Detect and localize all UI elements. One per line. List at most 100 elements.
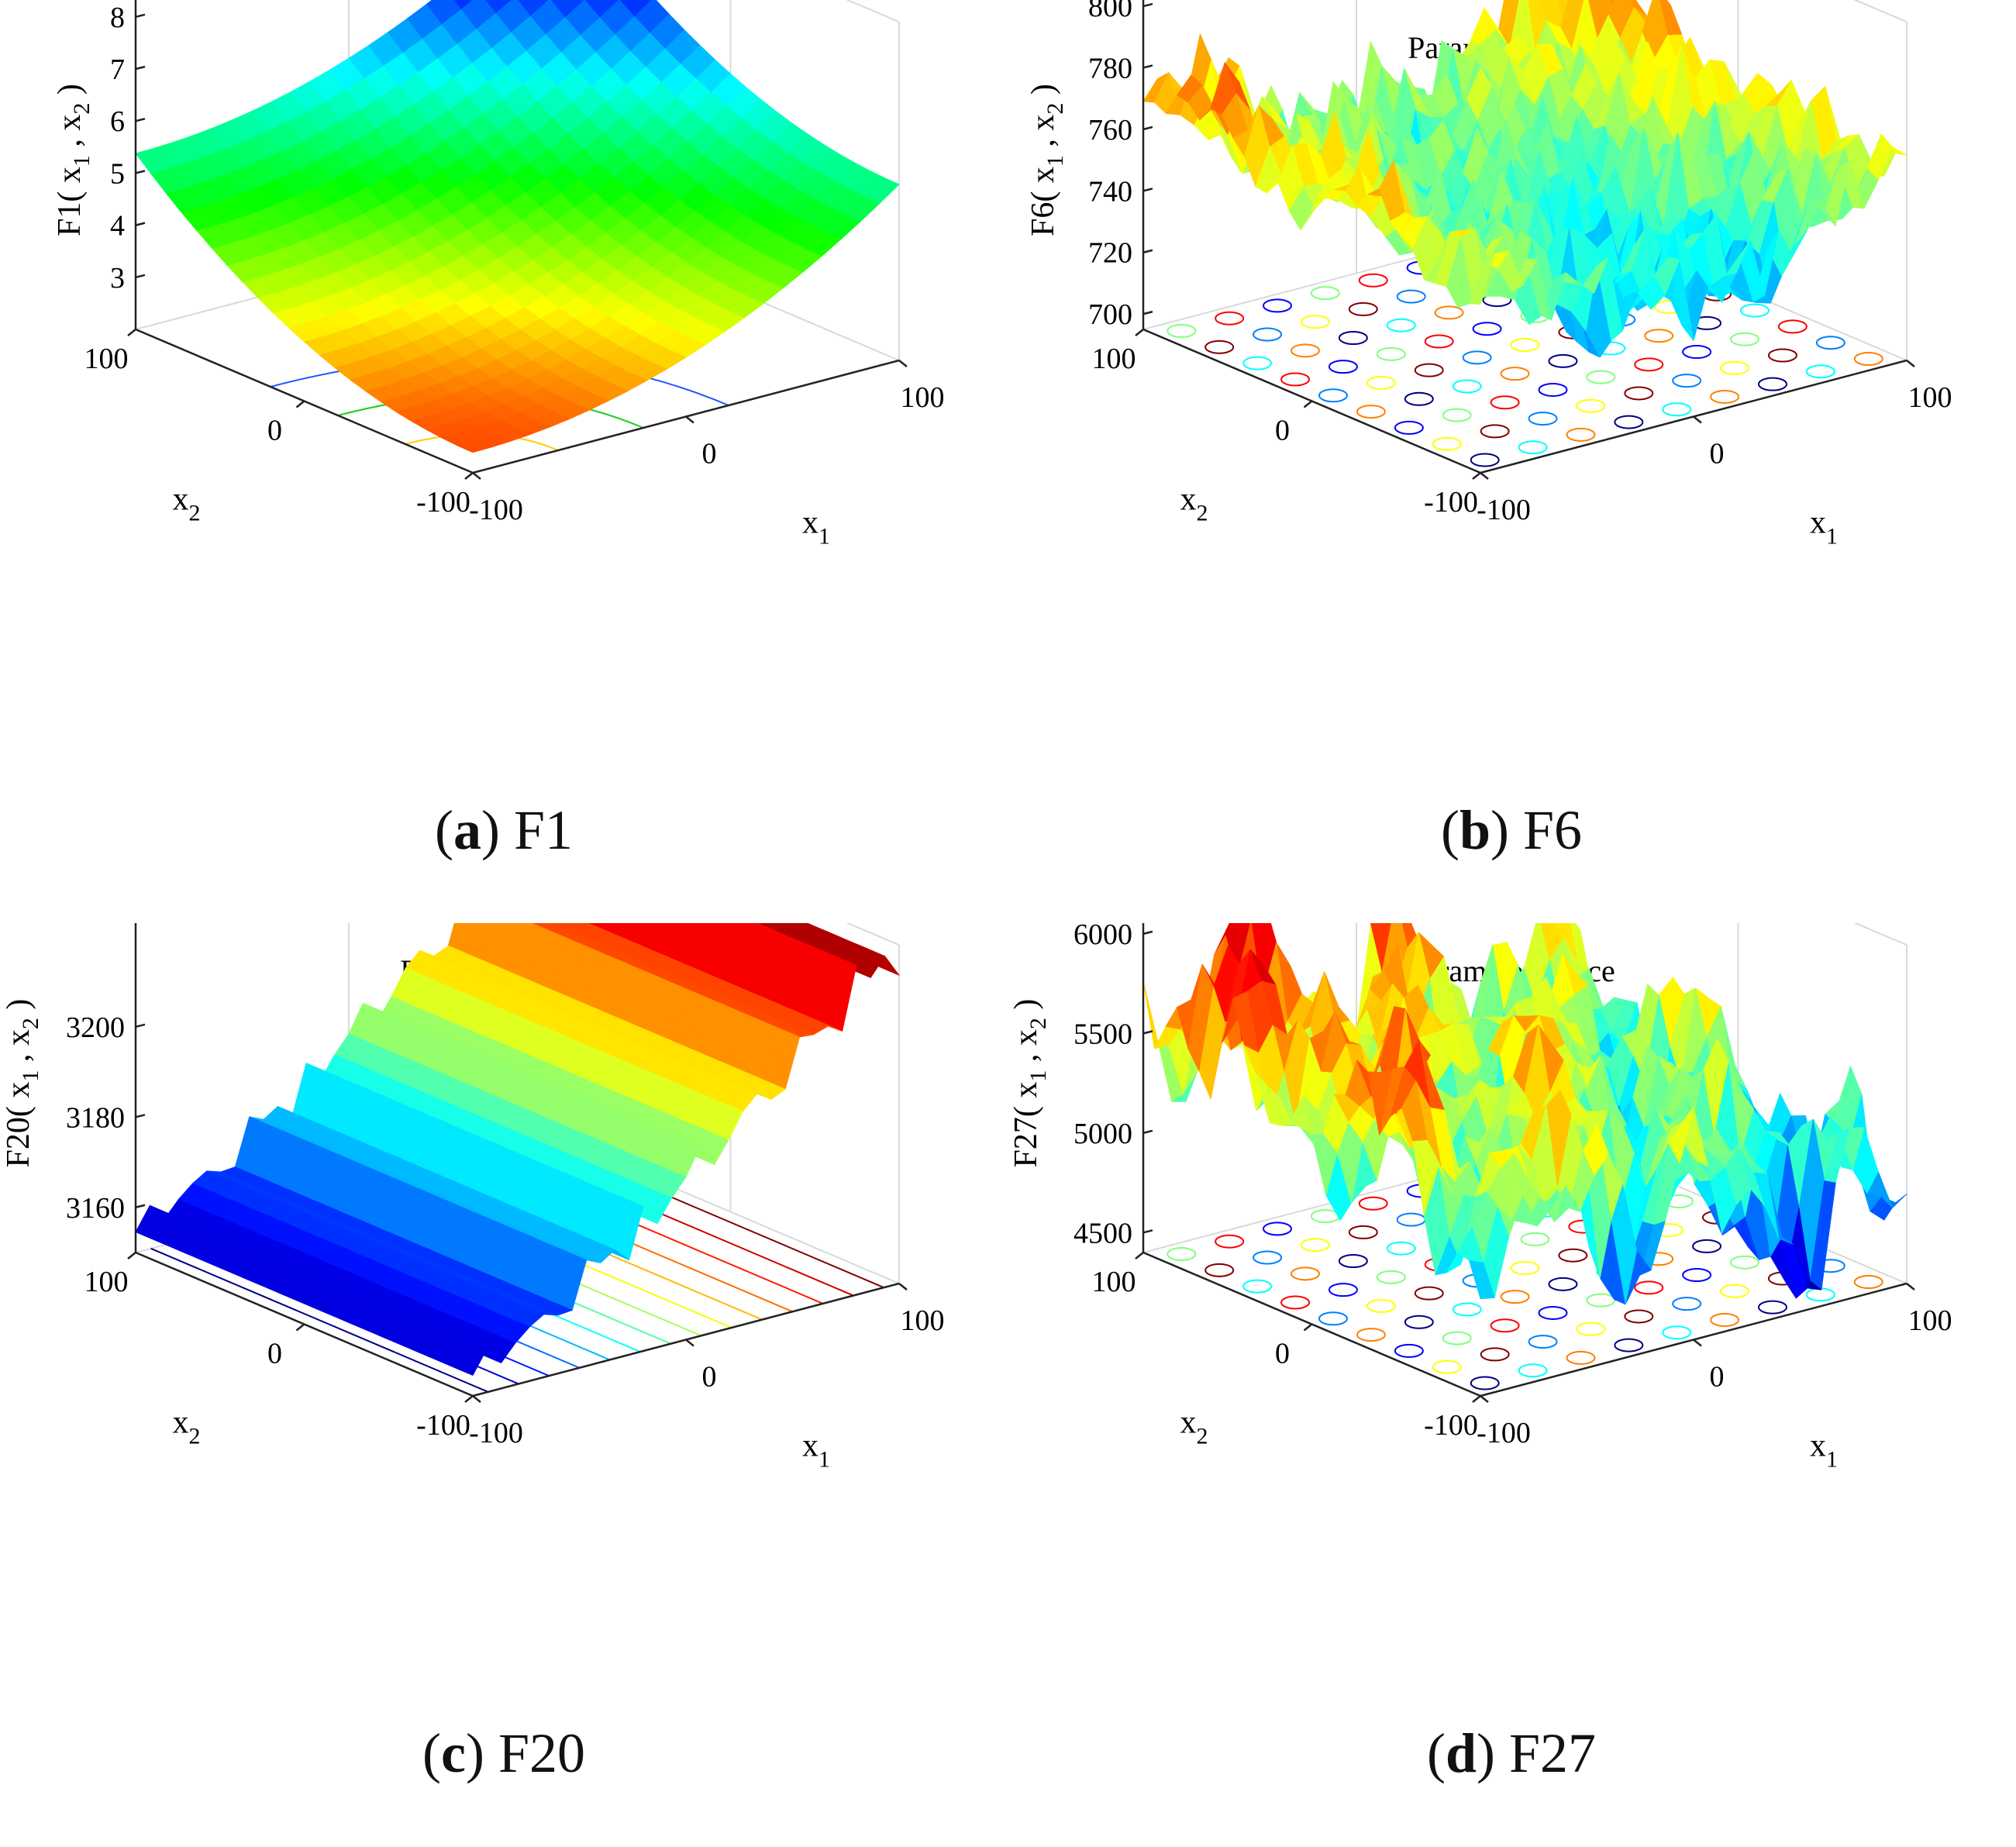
caption-c: (c) F20 [422, 1722, 585, 1784]
x-tick-label: 0 [1710, 1361, 1725, 1394]
y-axis-label: x2 [1180, 482, 1208, 526]
y-tick [1472, 1395, 1481, 1403]
caption-letter: a [453, 799, 481, 861]
contour-ring [1672, 1297, 1702, 1311]
contour-ring [1692, 1239, 1722, 1253]
x-tick-label: 0 [1710, 438, 1725, 470]
x-axis-label: x1 [1810, 1428, 1838, 1473]
x-tick [1480, 472, 1489, 480]
contour-ring [1614, 415, 1644, 429]
contour-ring [1682, 1268, 1712, 1282]
x-axis-label-sub: 1 [1826, 524, 1838, 550]
y-tick [295, 400, 305, 408]
caption-letter: d [1445, 1722, 1477, 1784]
x-tick-label: 100 [1908, 1304, 1952, 1337]
z-label-main: F1( x [52, 167, 88, 236]
z-tick-label: 720 [1088, 237, 1132, 270]
x-tick [685, 415, 694, 424]
y-tick-label: 100 [1092, 1266, 1136, 1298]
contour-ring [1682, 345, 1712, 359]
contour-ring [1758, 1300, 1787, 1315]
contour-line [150, 1247, 489, 1393]
z-tick [1142, 310, 1153, 315]
x-axis-label: x1 [1810, 505, 1838, 550]
surface-patch [461, 1343, 488, 1376]
contour-ring [1318, 388, 1348, 403]
z-tick [135, 170, 146, 174]
y-tick [1472, 472, 1481, 480]
x-tick-label: 100 [901, 381, 945, 414]
x-tick-label: 0 [702, 438, 717, 470]
z-tick-label: 5 [110, 157, 125, 190]
contour-ring [1566, 427, 1596, 442]
contour-ring [1739, 303, 1770, 318]
panel-c: Parameter Space-1000100-1000100316031803… [0, 923, 1008, 1846]
surface [135, 923, 900, 1376]
panel-a: Parameter Space-1000100-1000100345678×10… [0, 0, 1008, 923]
contour-ring [1242, 356, 1273, 370]
contour-ring [1167, 1247, 1197, 1261]
z-tick [135, 1204, 146, 1208]
contour-ring [1548, 353, 1578, 368]
y-tick-label: -100 [1424, 486, 1478, 519]
contour-ring [1518, 440, 1548, 455]
z-tick [1142, 64, 1153, 69]
z-tick [135, 117, 146, 122]
y-tick-label: 100 [84, 1266, 129, 1298]
y-tick-label: -100 [416, 486, 470, 519]
contour-ring [1396, 289, 1426, 304]
contour-ring [1500, 1290, 1530, 1304]
y-tick [1303, 1323, 1313, 1332]
z-label-main: F6( x [1025, 167, 1061, 236]
z-axis-label: F27( x1 , x2 ) [1008, 999, 1051, 1168]
contour-ring [1470, 1376, 1500, 1390]
y-axis-label: x2 [173, 482, 201, 526]
panel-d: Parameter Space-1000100-1000100450050005… [1008, 923, 2015, 1846]
contour-ring [1386, 1241, 1416, 1256]
caption-text: F1 [513, 799, 573, 861]
z-label-sub2: 2 [1025, 1018, 1051, 1029]
z-tick-label: 4500 [1073, 1217, 1132, 1249]
contour-ring [1710, 1312, 1740, 1327]
contour-ring [1853, 352, 1883, 366]
x-axis-label-sub: 1 [1826, 1447, 1838, 1473]
z-tick-label: 780 [1088, 52, 1132, 84]
contour-ring [1310, 286, 1340, 301]
x-tick [1480, 1395, 1489, 1403]
y-tick-label: 0 [267, 1338, 282, 1370]
chart-svg: Parameter Space-1000100-1000100700720740… [1025, 0, 1952, 550]
contour-ring [1434, 305, 1464, 320]
contour-ring [1805, 364, 1835, 379]
z-label-mid: , x [52, 115, 88, 156]
caption-text: F27 [1508, 1722, 1597, 1784]
caption-text: F6 [1522, 799, 1583, 861]
x-tick [472, 1395, 481, 1403]
contour-ring [1348, 302, 1378, 316]
y-axis-label: x2 [173, 1405, 201, 1449]
contour-ring [1548, 1277, 1578, 1291]
y-tick-label: 0 [267, 415, 282, 447]
z-tick-label: 5000 [1073, 1118, 1132, 1150]
contour-ring [1348, 1225, 1378, 1239]
x-tick [472, 472, 481, 480]
y-tick-label: 100 [84, 343, 129, 375]
contour-ring [1490, 1318, 1520, 1333]
contour-ring [1518, 1363, 1548, 1378]
surface [135, 0, 900, 453]
z-label-sub2: 2 [69, 103, 95, 115]
z-label-end: ) [1, 999, 36, 1018]
caption-d: (d) F27 [1426, 1722, 1597, 1784]
z-label-sub2: 2 [18, 1018, 43, 1029]
y-axis-label-sub: 2 [1197, 1424, 1208, 1449]
y-axis-label-sub: 2 [1197, 501, 1208, 526]
y-axis-label-sub: 2 [189, 1424, 201, 1449]
contour-ring [1452, 1302, 1482, 1317]
contour-ring [1624, 386, 1654, 401]
contour-ring [1404, 1315, 1434, 1329]
z-tick [135, 1023, 146, 1029]
contour-ring [1356, 405, 1386, 419]
y-tick [464, 1395, 474, 1403]
chart-svg: Parameter Space-1000100-1000100316031803… [1, 923, 945, 1473]
contour-ring [1442, 1331, 1472, 1346]
z-tick-label: 6 [110, 105, 125, 138]
